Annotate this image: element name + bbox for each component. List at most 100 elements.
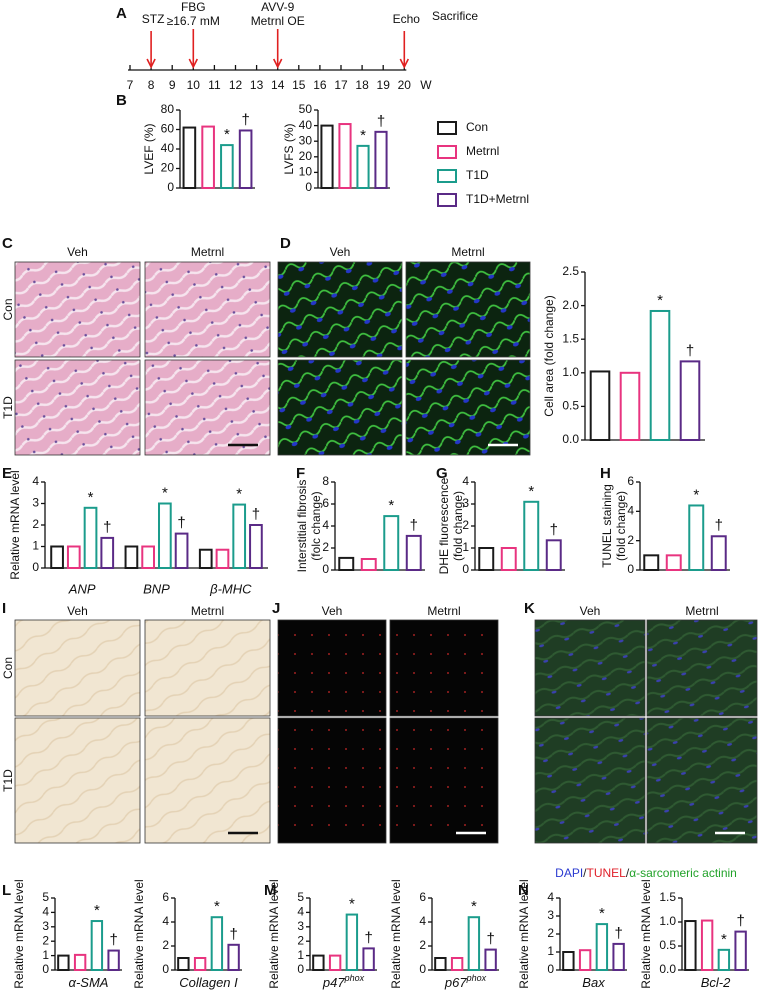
y-axis-label: Interstitial fibrosis — [295, 480, 309, 573]
bar — [383, 515, 400, 571]
y-tick-label: 0.0 — [562, 432, 579, 446]
x-axis-label-main: Bax — [582, 975, 605, 990]
bar — [478, 547, 495, 571]
bar — [100, 536, 115, 570]
significance-marker: † — [364, 929, 372, 946]
timeline-label: 15 — [292, 78, 306, 92]
panel-letter: E — [2, 465, 12, 482]
significance-marker: * — [94, 902, 100, 919]
y-axis-label: LVFS (%) — [282, 123, 296, 174]
bar — [193, 957, 207, 971]
bar — [201, 125, 215, 189]
significance-marker: † — [377, 113, 385, 130]
timeline-label: 13 — [250, 78, 264, 92]
y-tick-label: 0 — [419, 962, 426, 976]
caption-part: α-sarcomeric actinin — [629, 866, 737, 880]
significance-marker: * — [388, 497, 394, 514]
bar — [523, 500, 540, 571]
bar — [141, 545, 155, 569]
significance-marker: * — [88, 489, 94, 506]
timeline-label: 16 — [313, 78, 327, 92]
y-tick-label: 4 — [419, 914, 426, 928]
y-axis-label: Relative mRNA level — [132, 879, 146, 988]
x-axis-label-main: α-SMA — [69, 975, 109, 990]
event-arrowhead — [399, 58, 410, 69]
legend-label: T1D — [466, 168, 489, 182]
x-axis-label: Bcl-2 — [701, 975, 731, 990]
bar — [198, 548, 213, 569]
y-tick-label: 0 — [547, 962, 554, 976]
significance-marker: † — [686, 342, 694, 359]
y-tick-label: 1.5 — [562, 331, 579, 345]
y-tick-label: 3 — [462, 496, 469, 510]
panel-letter: J — [272, 600, 280, 617]
y-tick-label: 3 — [297, 919, 304, 933]
bar — [688, 504, 705, 572]
significance-marker: † — [614, 925, 622, 942]
y-tick-label: 0 — [627, 562, 634, 576]
micrograph — [277, 359, 403, 456]
micrograph — [389, 619, 499, 717]
bar — [83, 506, 98, 569]
bar — [238, 129, 253, 190]
bar — [73, 953, 87, 972]
bar — [328, 954, 342, 971]
y-tick-label: 50 — [299, 102, 313, 116]
significance-marker: * — [599, 905, 605, 922]
y-tick-label: 80 — [161, 102, 175, 116]
y-tick-label: 1 — [297, 948, 304, 962]
bar — [500, 547, 517, 571]
significance-marker: * — [224, 126, 230, 143]
column-label: Metrnl — [191, 604, 224, 618]
x-tick-label: β-MHC — [209, 581, 252, 596]
y-axis-label: Relative mRNA level — [267, 879, 281, 988]
y-tick-label: 1 — [32, 539, 39, 553]
bar — [249, 524, 263, 569]
timeline-label: 11 — [208, 78, 221, 92]
micrograph — [14, 717, 141, 844]
panel-letter: D — [280, 235, 291, 252]
row-label: Con — [1, 657, 15, 679]
bar — [734, 930, 747, 971]
micrograph — [405, 359, 531, 456]
x-axis-label: α-SMA — [69, 975, 109, 990]
timeline-label: 18 — [355, 78, 369, 92]
column-label: Veh — [330, 245, 351, 259]
micrograph — [144, 359, 271, 456]
significance-marker: * — [360, 127, 366, 144]
bar — [562, 951, 575, 971]
legend-swatch — [437, 121, 457, 135]
x-tick-label: BNP — [143, 581, 170, 596]
y-axis-label: (fold change) — [451, 491, 465, 561]
y-tick-label: 8 — [322, 474, 329, 488]
bar — [227, 943, 240, 971]
x-axis-label-sup: phox — [344, 973, 365, 983]
x-axis-label-main: p67 — [444, 975, 467, 990]
y-tick-label: 3 — [42, 919, 49, 933]
y-tick-label: 2 — [462, 518, 469, 532]
bar — [612, 942, 625, 972]
timeline-label: 8 — [148, 78, 155, 92]
event-label: Echo — [393, 12, 421, 26]
bar — [215, 548, 230, 569]
bar — [362, 947, 375, 972]
row-label: T1D — [1, 769, 15, 792]
column-label: Veh — [580, 604, 601, 618]
significance-marker: † — [229, 926, 237, 943]
y-tick-label: 0 — [167, 180, 174, 194]
panel-letter: I — [2, 600, 6, 617]
panel-letter: L — [2, 882, 11, 899]
event-label: Metrnl OE — [251, 14, 305, 28]
y-tick-label: 2 — [297, 933, 304, 947]
column-label: Metrnl — [451, 245, 484, 259]
bar — [679, 360, 701, 442]
row-label: Con — [1, 298, 15, 320]
y-tick-label: 2 — [32, 517, 39, 531]
y-tick-label: 3 — [32, 496, 39, 510]
panel-letter: C — [2, 235, 13, 252]
event-arrowhead — [188, 58, 199, 69]
bar — [484, 948, 497, 971]
micrograph — [277, 619, 387, 717]
y-tick-label: 2.5 — [562, 264, 579, 278]
bar — [578, 949, 592, 972]
